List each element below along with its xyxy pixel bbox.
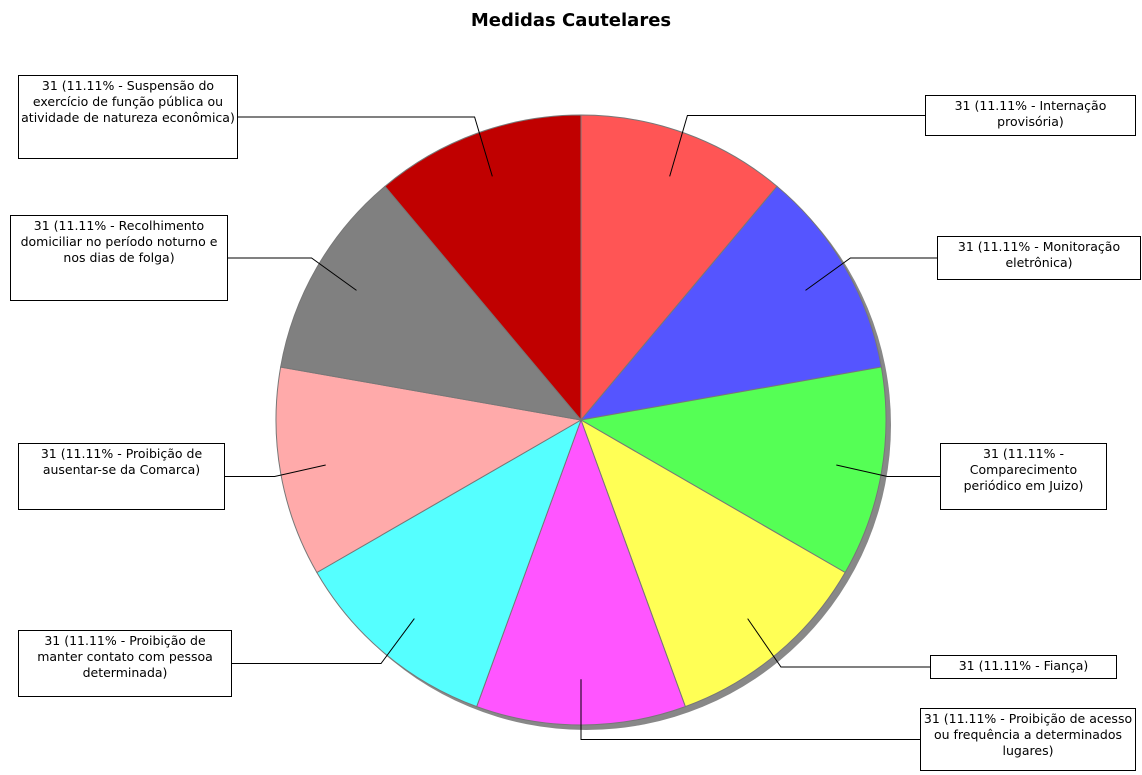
pie-slice (280, 185, 583, 421)
slice-label: 31 (11.11% - Monitoração eletrônica) (937, 236, 1141, 280)
slice-label: 31 (11.11% - Proibição de ausentar-se da… (18, 443, 225, 510)
slice-label: 31 (11.11% - Suspensão do exercício de f… (18, 75, 238, 159)
slice-label: 31 (11.11% - Internação provisória) (925, 95, 1136, 136)
slice-label: 31 (11.11% - Proibição de acesso ou freq… (920, 708, 1136, 771)
leader-line (805, 257, 937, 291)
leader-line (747, 618, 930, 668)
leader-line (238, 116, 493, 177)
leader-line (580, 679, 920, 740)
leader-line (669, 115, 925, 177)
pie-slice (580, 114, 778, 422)
pie-slice (275, 366, 583, 574)
slice-label: 31 (11.11% - Comparecimento periódico em… (940, 443, 1107, 510)
leader-line (225, 464, 326, 477)
leader-line (228, 257, 357, 291)
pie-slice (384, 114, 582, 422)
leader-line (232, 618, 415, 664)
pie-slice (580, 418, 846, 708)
slice-label: 31 (11.11% - Fiança) (930, 655, 1117, 679)
slice-label: 31 (11.11% - Proibição de manter contato… (18, 630, 232, 697)
pie-slice (579, 366, 887, 574)
slice-label: 31 (11.11% - Recolhimento domiciliar no … (10, 215, 228, 301)
chart-title: Medidas Cautelares (470, 10, 672, 31)
pie-slice (579, 185, 882, 421)
leader-line (836, 464, 940, 477)
pie-slice (316, 418, 582, 708)
